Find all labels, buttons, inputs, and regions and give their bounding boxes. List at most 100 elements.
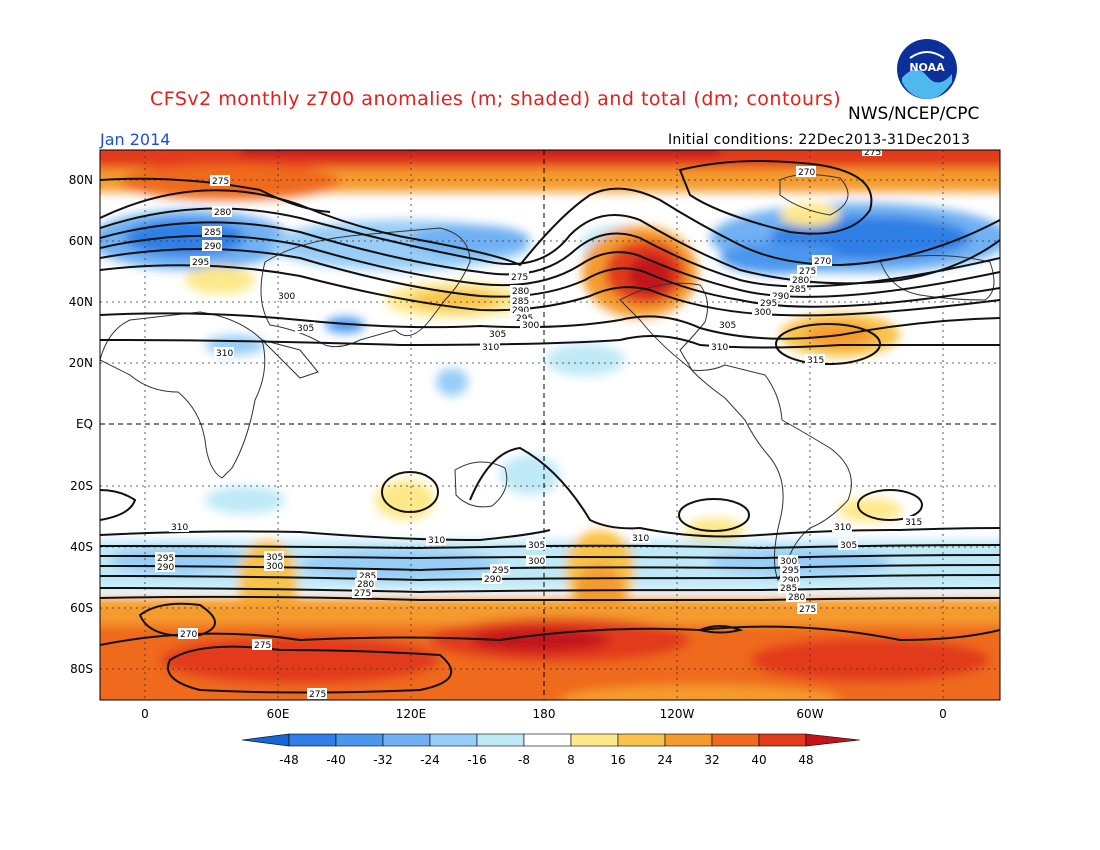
colorbar-swatch (664, 733, 713, 747)
contour-label-290: 290 (204, 242, 221, 252)
contour-label-310: 310 (482, 343, 499, 353)
contour-label-310: 310 (171, 523, 188, 533)
noaa-logo: NOAA (897, 39, 957, 100)
colorbar-swatch (758, 733, 807, 747)
lat-label-20s: 20S (70, 479, 93, 493)
lat-label-20n: 20N (69, 356, 93, 370)
anomaly-shading: 275 280 285 290 295 300 305 310 275 280 … (100, 150, 1000, 700)
colorbar-swatch (382, 733, 431, 747)
contour-label-285: 285 (359, 572, 376, 582)
contour-label-275: 275 (511, 273, 528, 283)
colorbar-label: -8 (518, 753, 530, 767)
colorbar-swatch (241, 733, 290, 747)
colorbar-swatch (570, 733, 619, 747)
contour-label-295: 295 (760, 299, 777, 309)
contour-labels: 275 280 285 290 295 300 305 310 275 280 … (155, 150, 923, 700)
lat-label-40s: 40S (70, 540, 93, 554)
contour-label-290: 290 (782, 576, 799, 586)
contour-label-280: 280 (792, 276, 809, 286)
contour-label-285: 285 (789, 285, 806, 295)
colorbar-label: -32 (373, 753, 393, 767)
contour-label-305: 305 (719, 321, 736, 331)
lat-label-40n: 40N (69, 295, 93, 309)
contour-label-275: 275 (799, 605, 816, 615)
map-frame (99, 149, 1001, 701)
contour-label-305: 305 (297, 324, 314, 334)
colorbar-swatch (288, 733, 337, 747)
contour-label-285: 285 (204, 228, 221, 238)
contour-label-270: 270 (180, 630, 197, 640)
colorbar-label: -16 (467, 753, 487, 767)
colorbar-label: 24 (657, 753, 672, 767)
colorbar-swatch (429, 733, 478, 747)
contour-label-305: 305 (266, 553, 283, 563)
colorbar-swatch (805, 733, 861, 747)
contour-label-305: 305 (528, 541, 545, 551)
lon-label-0: 0 (141, 707, 149, 721)
lat-label-60s: 60S (70, 601, 93, 615)
colorbar-swatch (617, 733, 666, 747)
colorbar-label: -40 (326, 753, 346, 767)
contour-label-310: 310 (834, 523, 851, 533)
contour-label-290: 290 (512, 306, 529, 316)
initial-conditions-label: Initial conditions: 22Dec2013-31Dec2013 (668, 132, 971, 148)
contour-label-290: 290 (772, 292, 789, 302)
colorbar-swatches (241, 733, 861, 747)
contour-label-295: 295 (782, 566, 799, 576)
colorbar-label: -24 (420, 753, 440, 767)
contour-label-305: 305 (840, 541, 857, 551)
colorbar-label: 40 (751, 753, 766, 767)
contour-label-285: 285 (512, 297, 529, 307)
contour-label-285: 285 (780, 584, 797, 594)
contour-label-310: 310 (216, 349, 233, 359)
credit-label: NWS/NCEP/CPC (848, 104, 980, 124)
contour-label-305: 305 (489, 330, 506, 340)
contour-label-280: 280 (214, 208, 231, 218)
colorbar-swatch (335, 733, 384, 747)
lat-label-60n: 60N (69, 234, 93, 248)
lon-label-0-east: 0 (939, 707, 947, 721)
lon-label-120w: 120W (660, 707, 695, 721)
contour-label-310: 310 (632, 534, 649, 544)
contour-label-275: 275 (212, 177, 229, 187)
colorbar-label: -48 (279, 753, 299, 767)
colorbar-swatch (476, 733, 525, 747)
chart-title: CFSv2 monthly z700 anomalies (m; shaded)… (150, 88, 842, 110)
contour-label-300: 300 (528, 557, 545, 567)
contour-label-280: 280 (788, 593, 805, 603)
contour-label-310: 310 (428, 536, 445, 546)
colorbar-swatch (711, 733, 760, 747)
contour-label-295: 295 (157, 554, 174, 564)
contour-label-280: 280 (357, 580, 374, 590)
lon-label-180: 180 (533, 707, 556, 721)
coastlines (100, 174, 995, 582)
lat-label-80n: 80N (69, 173, 93, 187)
colorbar-swatch (523, 733, 572, 747)
lon-label-120e: 120E (396, 707, 427, 721)
contour-label-270: 270 (798, 168, 815, 178)
contour-label-300: 300 (754, 308, 771, 318)
noaa-logo-text: NOAA (909, 61, 945, 74)
contour-label-275: 275 (799, 267, 816, 277)
colorbar-labels: -48 -40 -32 -24 -16 -8 8 16 24 32 40 48 (279, 753, 813, 767)
contour-label-270: 270 (814, 257, 831, 267)
contour-label-290: 290 (484, 575, 501, 585)
contour-label-315: 315 (905, 518, 922, 528)
contour-label-300: 300 (266, 562, 283, 572)
contour-label-315: 315 (807, 356, 824, 366)
contour-label-300: 300 (780, 557, 797, 567)
lat-label-80s: 80S (70, 662, 93, 676)
colorbar-label: 48 (798, 753, 813, 767)
lat-label-eq: EQ (76, 417, 93, 431)
contour-label-295: 295 (492, 566, 509, 576)
contour-label-280: 280 (512, 287, 529, 297)
contour-label-290: 290 (157, 563, 174, 573)
colorbar-label: 16 (610, 753, 625, 767)
longitude-axis: 0 60E 120E 180 120W 60W 0 (141, 707, 947, 721)
lon-label-60e: 60E (267, 707, 290, 721)
contour-label-295: 295 (192, 258, 209, 268)
forecast-month: Jan 2014 (100, 130, 171, 149)
contour-label-300: 300 (278, 292, 295, 302)
